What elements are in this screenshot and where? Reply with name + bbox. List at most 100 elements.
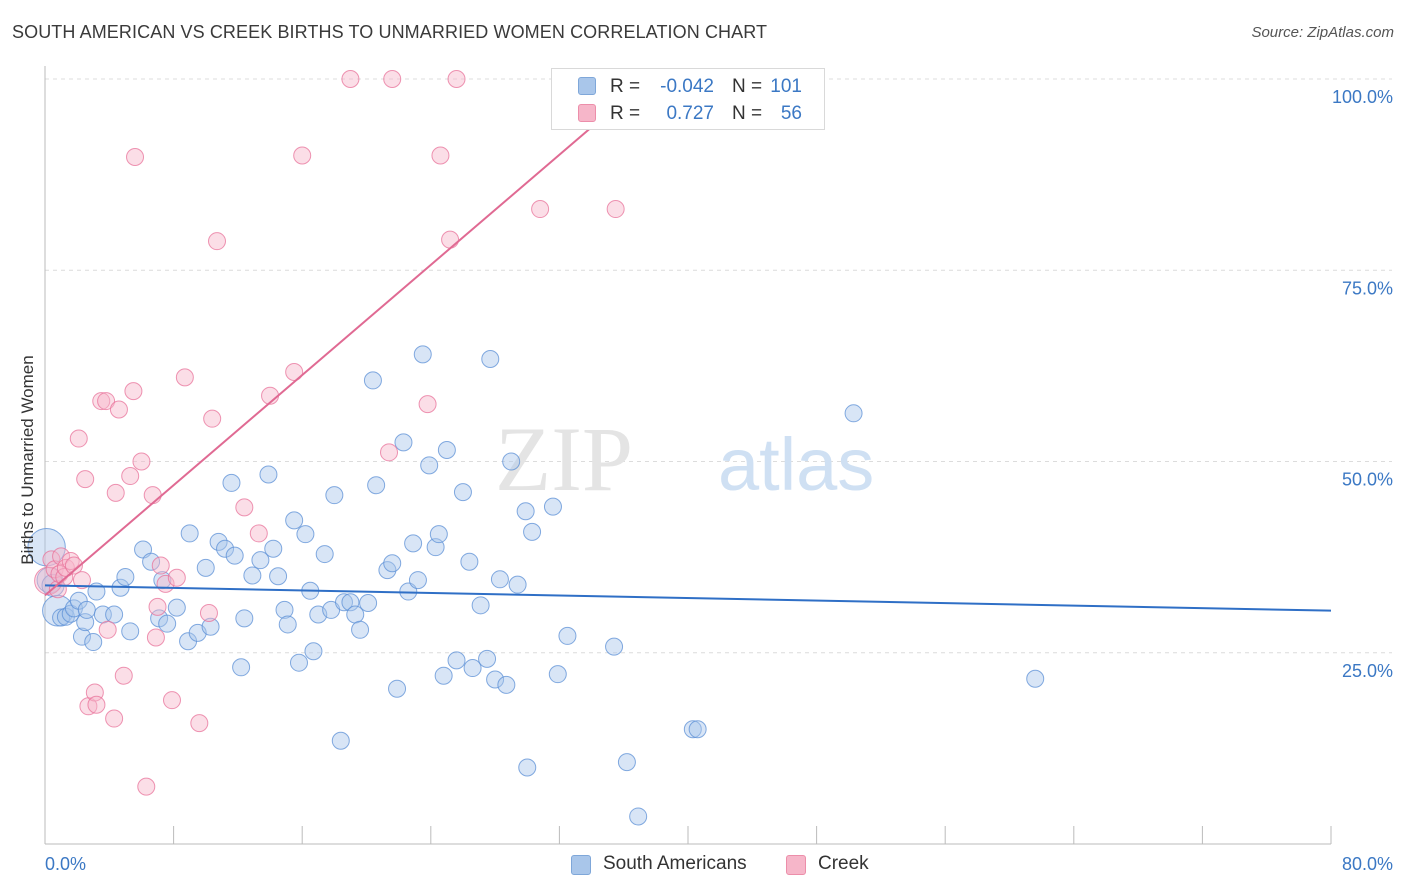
y-tick-label: 50.0% [1342,470,1393,490]
creek-point [52,547,71,566]
south-american-point [325,486,344,505]
south-american-point [264,539,283,558]
south-american-point [142,552,161,571]
stats-r-value: -0.042 [660,76,714,97]
south-american-point [523,522,542,541]
creek-point [606,200,625,219]
south-american-point [259,465,278,484]
south-american-point [548,665,567,684]
south-american-point [251,551,270,570]
stats-r-value: 0.727 [666,103,714,124]
south-american-point [453,483,472,502]
creek-point [64,556,83,575]
creek-point [199,603,218,622]
source-credit: Source: ZipAtlas.com [1251,24,1394,41]
creek-point [418,395,437,414]
gridlines [45,78,1392,654]
creek-point [105,709,124,728]
south-american-point [315,545,334,564]
creek-point [383,70,402,88]
creek-point [235,498,254,517]
south-american-point [158,614,177,633]
south-american-point [429,525,448,544]
creek-point [114,666,133,685]
creek-point [208,232,227,251]
legend: South Americans Creek [0,852,1406,878]
series-south-americans [27,345,1045,826]
south-american-point [844,404,863,423]
stats-r-label: R = [610,103,641,124]
south-american-point [359,594,378,613]
south-american-point [486,670,505,689]
south-american-point [388,679,407,698]
south-american-point [167,598,186,617]
creek-point [441,230,460,249]
creek-point [98,620,117,639]
creek-point [76,470,95,489]
creek-point [97,392,116,411]
south-american-point [497,675,516,694]
south-american-point [77,600,96,619]
south-american-point [420,456,439,475]
creek-point [249,524,268,543]
south-american-point [201,617,220,636]
south-american-point [216,539,235,558]
y-tick-label: 75.0% [1342,278,1393,298]
south-american-point [331,731,350,750]
creek-point [72,571,91,590]
south-american-point [269,567,288,586]
legend-swatch-creek [786,855,806,875]
south-american-point [367,476,386,495]
south-american-point [52,608,71,627]
creek-point [92,392,111,411]
south-american-point [394,433,413,452]
stats-r-label: R = [610,76,641,97]
south-american-point [413,345,432,364]
watermark: ZIP atlas [495,408,874,510]
creek-point [146,628,165,647]
south-american-point [471,596,490,615]
creek-point [126,148,145,167]
creek-point [109,400,128,419]
legend-label: South Americans [603,853,747,874]
chart-title: SOUTH AMERICAN VS CREEK BIRTHS TO UNMARR… [12,22,768,42]
south-american-point [180,524,199,543]
watermark-atlas: atlas [718,423,874,506]
axes [44,66,1332,845]
south-american-point [42,594,74,627]
south-american-point [225,546,244,565]
south-american-point [232,658,251,677]
south-american-point [683,720,702,739]
south-american-point [351,620,370,639]
stats-n-label: N = [732,76,763,97]
south-american-point [243,566,262,585]
south-american-point [105,605,124,624]
south-american-point [275,600,294,619]
creek-point [293,146,312,165]
south-american-point [408,571,427,590]
south-american-point [121,622,140,641]
south-american-point [278,615,297,634]
trend-lines [44,78,1332,612]
creek-point [124,382,143,401]
south-american-point [434,666,453,685]
stats-box: R = -0.042 N = 101 R = 0.727 N = 56 [551,68,825,130]
creek-point [167,568,186,587]
creek-point [69,429,88,448]
creek-point [162,691,181,710]
south-american-point [502,452,521,471]
south-american-point [508,575,527,594]
creek-point [285,362,304,381]
creek-trend-line [44,78,649,597]
watermark-zip: ZIP [495,408,633,510]
south-american-point [235,609,254,628]
creek-point [531,200,550,219]
legend-swatch-south-americans [571,855,591,875]
south-american-point [289,653,308,672]
south-american-point [437,441,456,460]
south-american-point [688,720,707,739]
x-tick-label: 80.0% [1342,854,1393,874]
y-axis-label: Births to Unmarried Women [18,355,37,565]
creek-point [431,146,450,165]
